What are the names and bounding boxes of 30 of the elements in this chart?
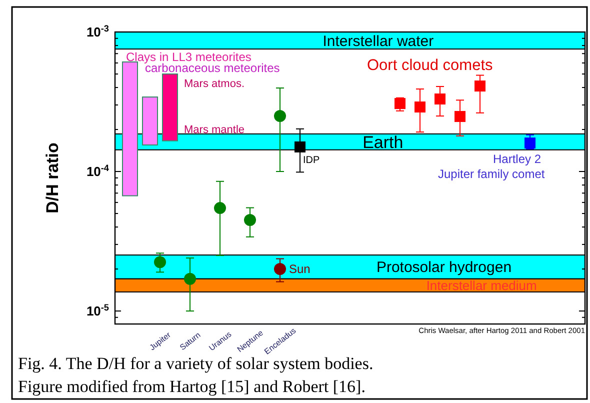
annotation: Jupiter family comet <box>438 167 546 181</box>
y-tick-label: 10$^{-5}$ <box>86 302 109 319</box>
y-axis-title: D/H ratio <box>43 142 62 214</box>
band-label: Protosolar hydrogen <box>376 259 512 276</box>
y-tick-label: 10$^{-4}$ <box>86 163 110 180</box>
point <box>274 263 286 276</box>
point <box>294 141 306 152</box>
annotation: Oort cloud comets <box>367 57 494 74</box>
annotation: Mars mantle <box>184 124 245 136</box>
point <box>524 138 536 149</box>
annotation: Sun <box>289 262 310 276</box>
point <box>154 256 166 268</box>
point <box>184 272 196 285</box>
point <box>274 110 286 122</box>
annotation: Hartley 2 <box>493 152 542 166</box>
annotation: Mars atmos. <box>184 78 245 90</box>
caption: Fig. 4. The D/H for a variety of solar system bodies. <box>18 354 374 373</box>
annotation: Clays in LL3 meteorites <box>126 50 252 64</box>
point <box>474 80 486 92</box>
band-label: Interstellar water <box>322 32 434 50</box>
point <box>454 110 466 122</box>
band-label: Earth <box>362 132 404 152</box>
point <box>214 202 226 214</box>
point <box>434 93 446 104</box>
point <box>244 214 256 226</box>
text: Figure modified from Hartog [15] and Robert [16]. <box>18 377 366 396</box>
annotation: IDP <box>303 155 320 166</box>
band-label: Interstellar medium <box>426 278 537 293</box>
point <box>414 102 426 112</box>
y-tick-label: 10$^{-3}$ <box>86 24 109 40</box>
